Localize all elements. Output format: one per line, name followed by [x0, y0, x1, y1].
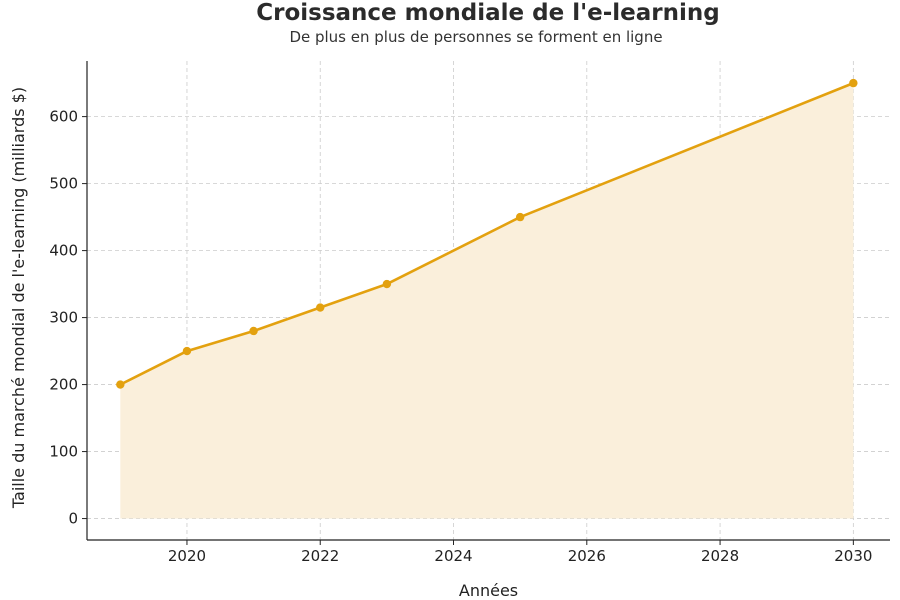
data-point [182, 346, 192, 356]
data-point [316, 303, 325, 312]
y-tick-label: 500 [49, 175, 78, 193]
data-points [116, 78, 858, 389]
x-tick-label: 2024 [434, 547, 472, 565]
data-point [382, 279, 392, 289]
y-tick-label: 0 [68, 510, 78, 528]
x-tick-label: 2020 [168, 547, 206, 565]
x-tick-label: 2022 [301, 547, 339, 565]
x-axis-title: Années [459, 581, 518, 600]
y-ticks: 0 100 200 300 400 500 600 [49, 108, 87, 528]
y-tick-label: 400 [49, 242, 78, 260]
data-point [515, 212, 525, 222]
chart-subtitle: De plus en plus de personnes se forment … [289, 28, 663, 46]
y-tick-label: 300 [49, 309, 78, 327]
y-axis-title: Taille du marché mondial de l'e-learning… [9, 87, 28, 509]
y-tick-label: 200 [49, 376, 78, 394]
area-fill [120, 83, 854, 519]
x-tick-label: 2026 [568, 547, 606, 565]
data-point [849, 78, 858, 88]
y-tick-label: 600 [49, 108, 78, 126]
chart-title: Croissance mondiale de l'e-learning [256, 0, 720, 26]
x-tick-label: 2030 [834, 547, 872, 565]
axes [86, 61, 890, 541]
x-tick-label: 2028 [701, 547, 739, 565]
y-tick-label: 100 [49, 443, 78, 461]
data-point [116, 380, 125, 389]
data-point [249, 326, 258, 336]
x-ticks: 2020 2022 2024 2026 2028 2030 [168, 540, 872, 565]
